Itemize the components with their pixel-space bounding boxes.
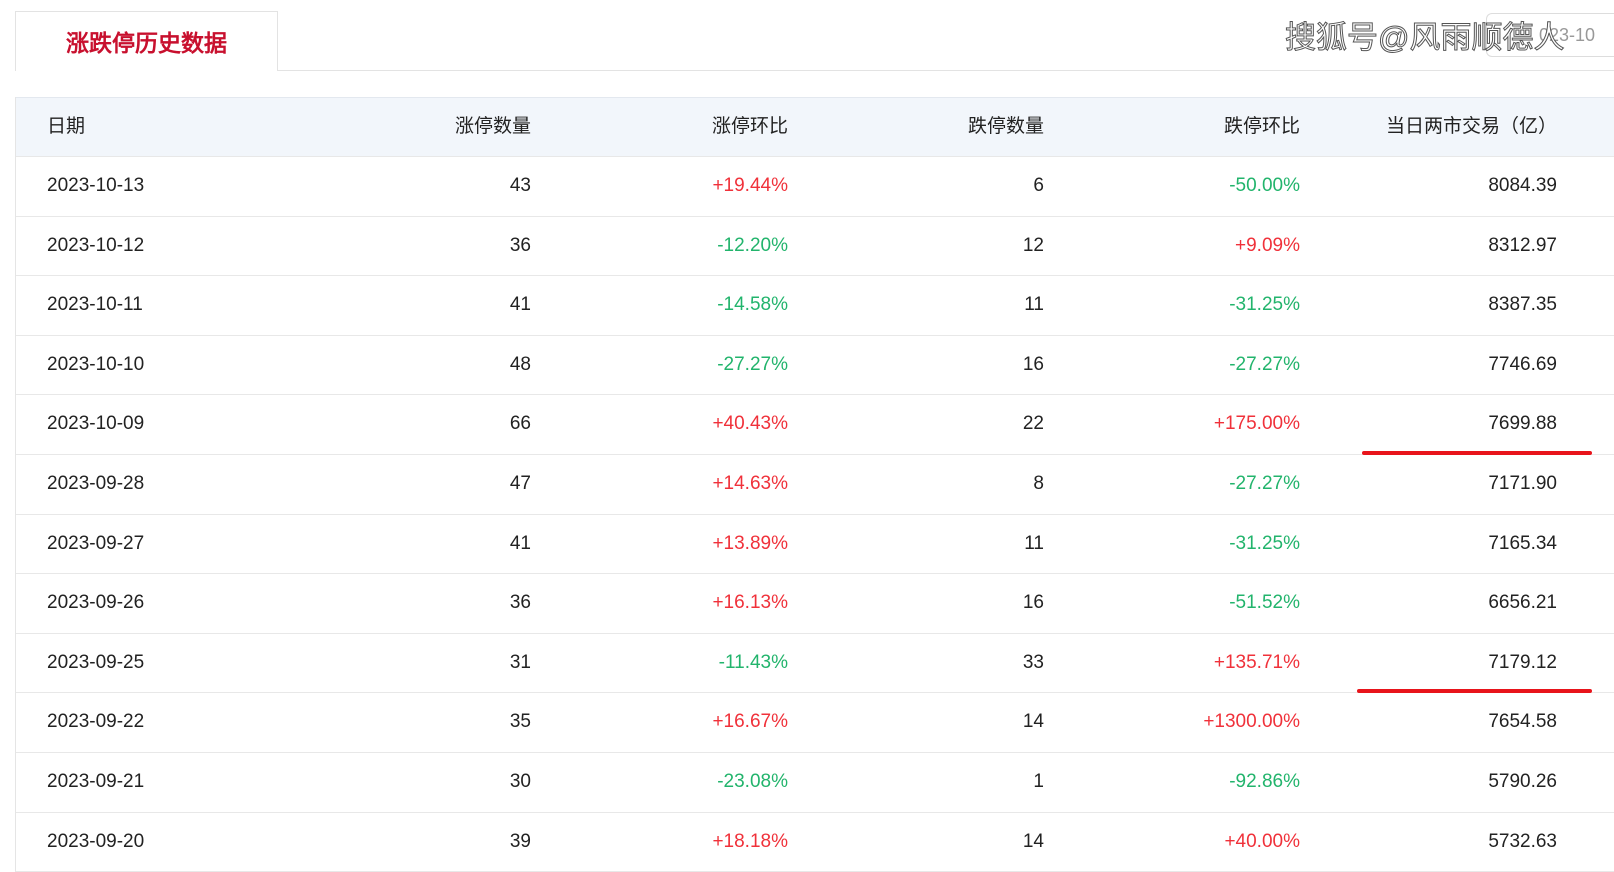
column-header: 日期 bbox=[47, 116, 86, 137]
table-cell: -12.20% bbox=[717, 234, 788, 256]
table-row: 2023-09-28 47 +14.63% 8 -27.27% 7171.90 bbox=[16, 455, 1614, 515]
table-cell: +13.89% bbox=[712, 532, 788, 554]
table-cell: 8387.35 bbox=[1488, 294, 1557, 316]
table-cell: 14 bbox=[1022, 711, 1044, 733]
column-header: 涨停环比 bbox=[711, 116, 788, 137]
table-cell: -27.27% bbox=[717, 353, 788, 375]
watermark: 搜狐号@风雨顺德人 bbox=[1284, 20, 1565, 56]
table-cell: 7165.34 bbox=[1488, 532, 1557, 554]
table-cell: 2023-10-12 bbox=[47, 234, 145, 256]
table-cell: 14 bbox=[1022, 830, 1044, 852]
table-cell: +16.67% bbox=[712, 711, 788, 733]
column-header: 跌停数量 bbox=[967, 116, 1044, 137]
table-cell: 16 bbox=[1022, 592, 1044, 614]
table-cell: -31.25% bbox=[1229, 294, 1300, 316]
table-cell: 6656.21 bbox=[1488, 592, 1557, 614]
table-row: 2023-09-27 41 +13.89% 11 -31.25% 7165.34 bbox=[16, 515, 1614, 575]
data-table: 日期 涨停数量 涨停环比 跌停数量 跌停环比 当日两市交易（亿） 2023-10-13 43 +… bbox=[15, 97, 1614, 872]
tab-divider bbox=[15, 70, 1614, 71]
table-cell: +19.44% bbox=[712, 175, 788, 196]
table-cell: 11 bbox=[1024, 294, 1044, 316]
highlight-underline bbox=[1357, 689, 1592, 693]
table-cell: 7179.12 bbox=[1488, 651, 1557, 673]
table-row: 2023-09-21 30 -23.08% 1 -92.86% 5790.26 bbox=[16, 753, 1614, 813]
table-row: 2023-09-20 39 +18.18% 14 +40.00% 5732.63 bbox=[16, 813, 1614, 872]
table-cell: 39 bbox=[509, 830, 531, 852]
table-cell: 2023-09-27 bbox=[47, 532, 145, 554]
table-cell: 33 bbox=[1022, 651, 1044, 673]
table-cell: 48 bbox=[509, 353, 531, 375]
table-cell: 43 bbox=[509, 175, 531, 196]
table-cell: 31 bbox=[509, 651, 531, 673]
table-cell: 8 bbox=[1033, 472, 1044, 494]
table-row: 2023-10-11 41 -14.58% 11 -31.25% 8387.35 bbox=[16, 276, 1614, 336]
table-row: 2023-10-10 48 -27.27% 16 -27.27% 7746.69 bbox=[16, 336, 1614, 396]
table-row: 2023-10-13 43 +19.44% 6 -50.00% 8084.39 bbox=[16, 157, 1614, 217]
tab[interactable]: 涨跌停历史数据 bbox=[15, 11, 278, 71]
table-cell: 66 bbox=[509, 413, 531, 435]
table-cell: 7699.88 bbox=[1488, 413, 1557, 435]
table-cell: -31.25% bbox=[1229, 532, 1300, 554]
table-cell: 6 bbox=[1033, 175, 1044, 196]
table-cell: +1300.00% bbox=[1203, 711, 1300, 733]
table-cell: 35 bbox=[509, 711, 531, 733]
table-cell: +9.09% bbox=[1235, 234, 1300, 256]
table-cell: 12 bbox=[1022, 234, 1044, 256]
table-cell: 36 bbox=[509, 592, 531, 614]
table-cell: 2023-10-10 bbox=[47, 353, 145, 375]
table-cell: -11.43% bbox=[718, 651, 788, 673]
table-cell: -50.00% bbox=[1229, 175, 1300, 196]
table-cell: 8084.39 bbox=[1488, 175, 1557, 196]
table-row: 2023-10-09 66 +40.43% 22 +175.00% 7699.88 bbox=[16, 395, 1614, 455]
table-cell: +18.18% bbox=[712, 830, 788, 852]
column-header: 当日两市交易（亿） bbox=[1385, 116, 1557, 137]
table-cell: 11 bbox=[1024, 532, 1044, 554]
table-cell: 22 bbox=[1022, 413, 1044, 435]
table-cell: +40.43% bbox=[712, 413, 788, 435]
table-cell: +16.13% bbox=[712, 592, 788, 614]
table-cell: 8312.97 bbox=[1488, 234, 1557, 256]
table-cell: -27.27% bbox=[1229, 472, 1300, 494]
table-row: 2023-09-26 36 +16.13% 16 -51.52% 6656.21 bbox=[16, 574, 1614, 634]
table-cell: +175.00% bbox=[1213, 413, 1300, 435]
column-header: 跌停环比 bbox=[1223, 116, 1300, 137]
table-cell: 7746.69 bbox=[1488, 353, 1557, 375]
table-cell: 16 bbox=[1022, 353, 1044, 375]
table-cell: 5732.63 bbox=[1488, 830, 1557, 852]
table-cell: 1 bbox=[1033, 770, 1044, 792]
table-cell: -23.08% bbox=[717, 770, 788, 792]
table-cell: 2023-09-22 bbox=[47, 711, 145, 733]
table-cell: 30 bbox=[509, 770, 531, 792]
header-row: 日期 涨停数量 涨停环比 跌停数量 跌停环比 当日两市交易（亿） bbox=[16, 97, 1614, 157]
table-cell: +14.63% bbox=[712, 472, 788, 494]
table-cell: 2023-09-28 bbox=[47, 472, 145, 494]
table-cell: 2023-09-25 bbox=[47, 651, 145, 673]
table-cell: 2023-09-21 bbox=[47, 770, 145, 792]
table-cell: 7654.58 bbox=[1488, 711, 1557, 733]
table-cell: 2023-10-13 bbox=[47, 175, 145, 196]
highlight-underline bbox=[1362, 451, 1592, 455]
table-cell: +135.71% bbox=[1213, 651, 1300, 673]
table-cell: 7171.90 bbox=[1488, 472, 1557, 494]
table-cell: 41 bbox=[509, 532, 531, 554]
table-cell: 2023-10-11 bbox=[47, 294, 143, 316]
date-filter[interactable]: 023-10 bbox=[1486, 13, 1614, 57]
table-cell: 47 bbox=[509, 472, 531, 494]
column-header: 涨停数量 bbox=[454, 116, 531, 137]
table-row: 2023-09-22 35 +16.67% 14 +1300.00% 7654.58 bbox=[16, 693, 1614, 753]
table-cell: 36 bbox=[509, 234, 531, 256]
table-cell: -14.58% bbox=[717, 294, 788, 316]
table-cell: +40.00% bbox=[1224, 830, 1300, 852]
table-cell: 2023-09-20 bbox=[47, 830, 145, 852]
table-cell: -92.86% bbox=[1229, 770, 1300, 792]
table-row: 2023-09-25 31 -11.43% 33 +135.71% 7179.12 bbox=[16, 634, 1614, 694]
table-row: 2023-10-12 36 -12.20% 12 +9.09% 8312.97 bbox=[16, 217, 1614, 277]
table-cell: -51.52% bbox=[1229, 592, 1300, 614]
table-cell: 41 bbox=[509, 294, 531, 316]
table-cell: 2023-09-26 bbox=[47, 592, 145, 614]
table-cell: -27.27% bbox=[1229, 353, 1300, 375]
table-cell: 2023-10-09 bbox=[47, 413, 145, 435]
table-cell: 5790.26 bbox=[1488, 770, 1557, 792]
